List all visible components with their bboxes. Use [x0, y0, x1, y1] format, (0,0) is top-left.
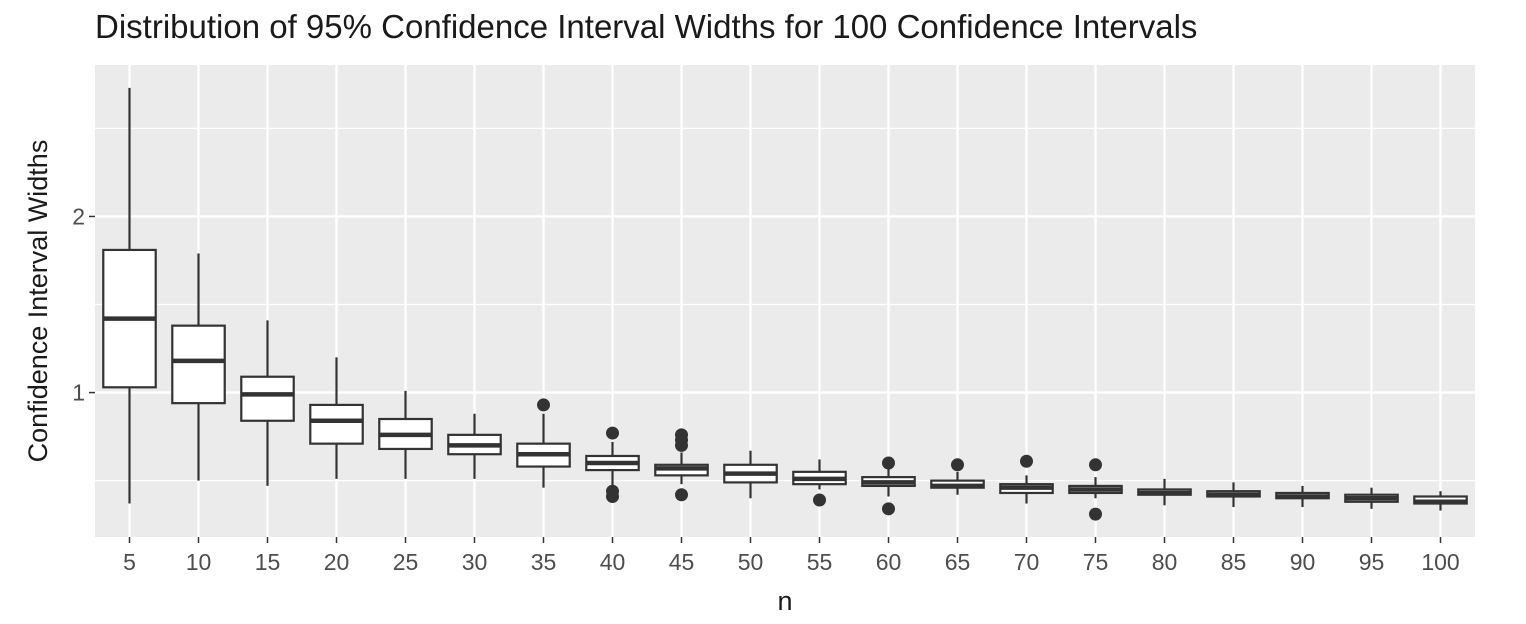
x-tick-label: 15	[255, 549, 281, 575]
box-80	[1137, 478, 1192, 506]
box-75	[1068, 458, 1123, 521]
x-tick-label: 80	[1152, 549, 1178, 575]
x-tick-label: 50	[738, 549, 764, 575]
plot-panel	[95, 65, 1475, 537]
box-35	[516, 398, 571, 488]
box-30	[447, 413, 502, 479]
box-85	[1206, 482, 1261, 508]
x-tick-label: 25	[393, 549, 419, 575]
box-10	[171, 253, 226, 481]
iqr-box	[171, 324, 226, 405]
y-tick-label: 2	[72, 203, 85, 229]
x-tick-label: 55	[807, 549, 833, 575]
box-5	[102, 87, 157, 504]
outlier-point	[882, 502, 895, 516]
x-tick-label: 5	[123, 549, 136, 575]
outlier-point	[537, 398, 550, 412]
outlier-point	[813, 493, 826, 507]
box-70	[999, 454, 1054, 504]
x-tick-label: 20	[324, 549, 350, 575]
iqr-box	[240, 375, 295, 422]
x-tick-label: 100	[1421, 549, 1459, 575]
box-65	[930, 458, 985, 495]
outlier-point	[951, 458, 964, 472]
x-tick-label: 60	[876, 549, 902, 575]
x-tick-label: 45	[669, 549, 695, 575]
outlier-point	[606, 489, 619, 503]
box-100	[1413, 491, 1468, 511]
box-50	[723, 450, 778, 499]
chart-title: Distribution of 95% Confidence Interval …	[95, 8, 1198, 45]
box-95	[1344, 487, 1399, 509]
outlier-point	[675, 488, 688, 502]
outlier-point	[606, 426, 619, 440]
x-tick-label: 75	[1083, 549, 1109, 575]
outlier-point	[1089, 458, 1102, 472]
box-90	[1275, 485, 1330, 508]
x-tick-label: 40	[600, 549, 626, 575]
iqr-box	[309, 403, 364, 445]
outlier-point	[1020, 454, 1033, 468]
axis-ticks: 125 10 15 20 25 30 35 40 45 50 55 60 65 70 75 80 85 90 95 1…	[72, 203, 1459, 575]
box-40	[585, 426, 640, 503]
box-15	[240, 320, 295, 486]
x-tick-label: 85	[1221, 549, 1247, 575]
x-tick-label: 10	[186, 549, 212, 575]
box-series	[102, 87, 1468, 521]
box-60	[861, 456, 916, 516]
box-25	[378, 390, 433, 479]
outlier-point	[1089, 507, 1102, 521]
x-tick-label: 35	[531, 549, 557, 575]
box-45	[654, 428, 709, 502]
outlier-point	[675, 438, 688, 452]
x-tick-label: 90	[1290, 549, 1316, 575]
x-axis-title: n	[777, 586, 792, 616]
box-20	[309, 357, 364, 479]
x-tick-label: 65	[945, 549, 971, 575]
box-55	[792, 459, 847, 507]
y-axis-title: Confidence Interval Widths	[23, 140, 53, 463]
x-tick-label: 95	[1359, 549, 1385, 575]
x-tick-label: 70	[1014, 549, 1040, 575]
outlier-point	[882, 456, 895, 470]
y-tick-label: 1	[72, 380, 85, 406]
x-tick-label: 30	[462, 549, 488, 575]
